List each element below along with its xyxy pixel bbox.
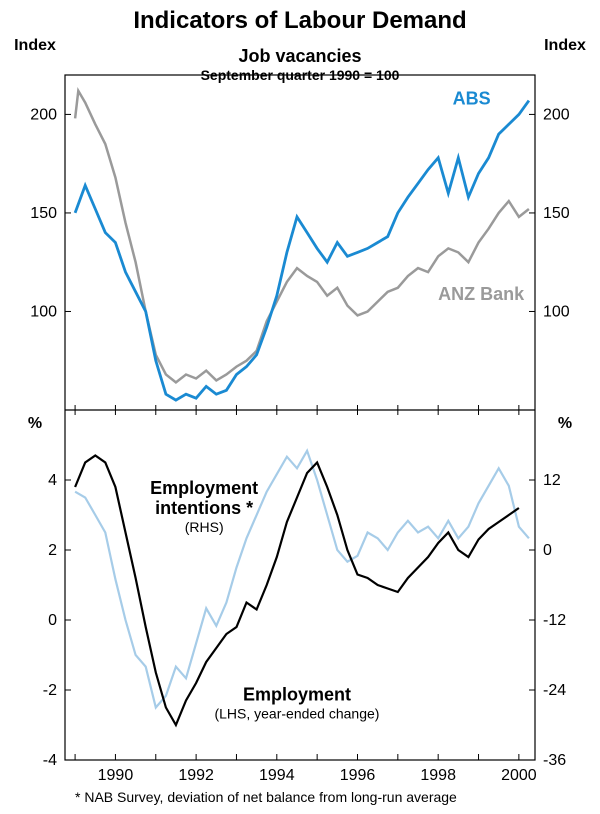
xtick-label: 1996 bbox=[340, 767, 376, 784]
label-intentions2: intentions * bbox=[155, 498, 253, 518]
ytick-right: -24 bbox=[543, 682, 566, 699]
ytick-left: -2 bbox=[43, 682, 57, 699]
ytick-right: 0 bbox=[543, 542, 552, 559]
series-anz bbox=[75, 91, 529, 383]
ytick-left: 200 bbox=[30, 106, 57, 123]
xtick-label: 1998 bbox=[420, 767, 456, 784]
chart-title: Indicators of Labour Demand bbox=[133, 7, 466, 34]
ytick-left: 100 bbox=[30, 303, 57, 320]
ytick-left: 150 bbox=[30, 205, 57, 222]
xtick-label: 1994 bbox=[259, 767, 295, 784]
panel2-yright-label: % bbox=[558, 415, 572, 432]
xtick-label: 2000 bbox=[501, 767, 537, 784]
panel1-yright-label: Index bbox=[544, 37, 586, 54]
ytick-right: 100 bbox=[543, 303, 570, 320]
panel1-yleft-label: Index bbox=[14, 37, 56, 54]
label-employment2: (LHS, year-ended change) bbox=[214, 706, 379, 722]
label-intentions1: Employment bbox=[150, 478, 258, 498]
chart-container: Indicators of Labour Demand Job vacancies… bbox=[0, 0, 600, 814]
panel2-yleft-label: % bbox=[28, 415, 42, 432]
ytick-right: 150 bbox=[543, 205, 570, 222]
label-anz: ANZ Bank bbox=[438, 284, 525, 304]
label-employment1: Employment bbox=[243, 685, 351, 705]
ytick-right: 200 bbox=[543, 106, 570, 123]
ytick-left: 4 bbox=[48, 472, 57, 489]
footnote: * NAB Survey, deviation of net balance f… bbox=[75, 789, 457, 805]
series-abs bbox=[75, 101, 529, 401]
ytick-right: -12 bbox=[543, 612, 566, 629]
panel1-subtitle: Job vacancies bbox=[238, 46, 361, 66]
ytick-left: 0 bbox=[48, 612, 57, 629]
label-abs: ABS bbox=[453, 88, 491, 108]
ytick-right: -36 bbox=[543, 752, 566, 769]
xtick-label: 1992 bbox=[178, 767, 214, 784]
ytick-left: -4 bbox=[43, 752, 57, 769]
ytick-left: 2 bbox=[48, 542, 57, 559]
label-intentions3: (RHS) bbox=[185, 519, 224, 535]
xtick-label: 1990 bbox=[98, 767, 134, 784]
ytick-right: 12 bbox=[543, 472, 561, 489]
series-intentions bbox=[75, 451, 529, 708]
chart-svg: Indicators of Labour Demand Job vacancies… bbox=[0, 0, 600, 814]
